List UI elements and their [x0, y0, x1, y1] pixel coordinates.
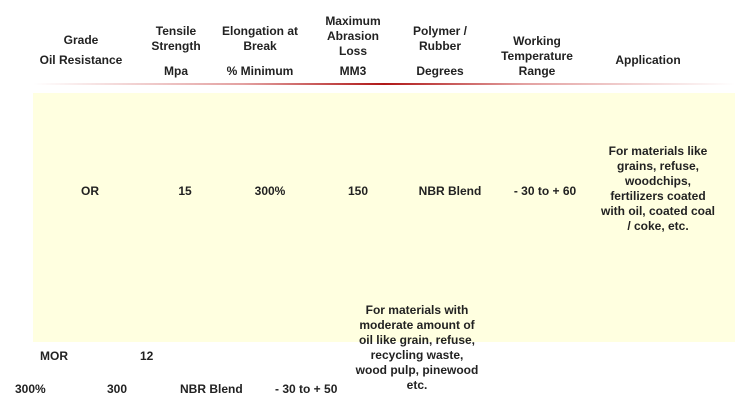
- or-temperature: - 30 to + 60: [513, 184, 577, 198]
- header-working-temperature: Working Temperature Range: [501, 34, 573, 78]
- mor-polymer: NBR Blend: [180, 382, 243, 396]
- header-tensile-unit: Mpa: [164, 64, 188, 78]
- mor-abrasion: 300: [107, 382, 128, 396]
- or-row-highlight: [33, 93, 735, 342]
- mor-application: For materials with moderate amount of oi…: [355, 303, 479, 392]
- mor-elongation: 300%: [15, 382, 46, 396]
- header-grade: Grade: [63, 33, 99, 47]
- header-abrasion-unit: MM3: [339, 64, 367, 78]
- header-polymer-unit: Degrees: [416, 64, 464, 78]
- or-abrasion: 150: [347, 184, 369, 198]
- header-application: Application: [615, 53, 681, 67]
- header-elongation-unit: % Minimum: [226, 64, 294, 78]
- mor-temperature: - 30 to + 50: [275, 382, 338, 396]
- header-oil-resistance: Oil Resistance: [39, 53, 123, 67]
- header-divider: [33, 83, 735, 85]
- header-tensile-strength: Tensile Strength: [151, 24, 201, 53]
- or-elongation: 300%: [254, 184, 286, 198]
- or-tensile: 15: [178, 184, 192, 198]
- or-polymer: NBR Blend: [418, 184, 482, 198]
- header-elongation: Elongation at Break: [222, 24, 298, 53]
- header-abrasion-loss: Maximum Abrasion Loss: [325, 14, 381, 58]
- mor-grade: MOR: [40, 349, 68, 363]
- or-application: For materials like grains, refuse, woodc…: [600, 144, 716, 233]
- mor-tensile: 12: [140, 349, 154, 363]
- header-polymer: Polymer / Rubber: [412, 24, 468, 53]
- or-grade: OR: [81, 184, 99, 198]
